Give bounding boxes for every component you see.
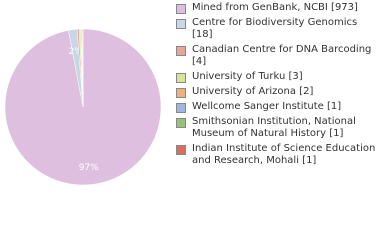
legend-label: Mined from GenBank, NCBI [973] xyxy=(192,2,358,13)
legend-label: Smithsonian Institution, National Museum… xyxy=(192,116,356,139)
legend-label: Canadian Centre for DNA Barcoding [4] xyxy=(192,44,372,67)
legend-swatch xyxy=(176,88,186,98)
legend-label: Centre for Biodiversity Genomics [18] xyxy=(192,17,358,40)
legend-entry: Centre for Biodiversity Genomics [18] xyxy=(174,17,378,41)
legend-swatch xyxy=(176,4,186,14)
legend-swatch xyxy=(176,145,186,155)
legend-entry: University of Turku [3] xyxy=(174,71,378,83)
legend-entry: Wellcome Sanger Institute [1] xyxy=(174,101,378,113)
legend-entry: Smithsonian Institution, National Museum… xyxy=(174,116,378,140)
legend: Mined from GenBank, NCBI [973] Centre for… xyxy=(174,2,378,170)
legend-swatch xyxy=(176,46,186,56)
legend-label: University of Turku [3] xyxy=(192,71,303,82)
legend-swatch xyxy=(176,103,186,113)
legend-entry: University of Arizona [2] xyxy=(174,86,378,98)
slice-label: 97% xyxy=(79,163,99,173)
legend-swatch xyxy=(176,19,186,29)
legend-label: Wellcome Sanger Institute [1] xyxy=(192,101,342,112)
legend-label: University of Arizona [2] xyxy=(192,86,314,97)
legend-entry: Mined from GenBank, NCBI [973] xyxy=(174,2,378,14)
legend-label: Indian Institute of Science Education an… xyxy=(192,143,376,166)
legend-entry: Indian Institute of Science Education an… xyxy=(174,143,378,167)
legend-swatch xyxy=(176,73,186,83)
legend-swatch xyxy=(176,118,186,128)
slice-label: 2% xyxy=(68,47,83,57)
legend-entry: Canadian Centre for DNA Barcoding [4] xyxy=(174,44,378,68)
chart: 97% 2% xyxy=(4,28,162,186)
